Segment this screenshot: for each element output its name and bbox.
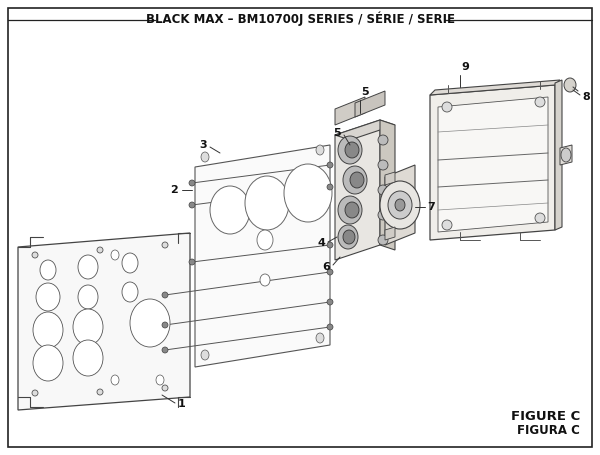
Ellipse shape — [97, 389, 103, 395]
Polygon shape — [8, 8, 592, 447]
Ellipse shape — [338, 196, 362, 224]
Text: 5: 5 — [361, 87, 368, 97]
Polygon shape — [385, 165, 415, 245]
Ellipse shape — [316, 145, 324, 155]
Ellipse shape — [388, 191, 412, 219]
Ellipse shape — [32, 252, 38, 258]
Ellipse shape — [40, 260, 56, 280]
Ellipse shape — [189, 180, 195, 186]
Ellipse shape — [345, 142, 359, 158]
Ellipse shape — [97, 247, 103, 253]
Polygon shape — [18, 233, 190, 410]
Ellipse shape — [162, 292, 168, 298]
Ellipse shape — [327, 162, 333, 168]
Text: BLACK MAX – BM10700J SERIES / SÉRIE / SERIE: BLACK MAX – BM10700J SERIES / SÉRIE / SE… — [146, 12, 455, 26]
Ellipse shape — [442, 220, 452, 230]
Ellipse shape — [111, 250, 119, 260]
Text: 9: 9 — [461, 62, 469, 72]
Ellipse shape — [380, 181, 420, 229]
Ellipse shape — [189, 259, 195, 265]
Polygon shape — [335, 97, 365, 125]
Ellipse shape — [338, 136, 362, 164]
Polygon shape — [555, 80, 562, 230]
Text: 3: 3 — [199, 140, 207, 150]
Polygon shape — [335, 120, 380, 260]
Ellipse shape — [327, 269, 333, 275]
Ellipse shape — [378, 135, 388, 145]
Ellipse shape — [378, 160, 388, 170]
Ellipse shape — [189, 202, 195, 208]
Ellipse shape — [162, 347, 168, 353]
Ellipse shape — [338, 225, 358, 249]
Ellipse shape — [162, 322, 168, 328]
Ellipse shape — [343, 166, 367, 194]
Polygon shape — [385, 172, 395, 185]
Ellipse shape — [378, 235, 388, 245]
Ellipse shape — [162, 385, 168, 391]
Ellipse shape — [130, 299, 170, 347]
Ellipse shape — [201, 350, 209, 360]
Ellipse shape — [36, 283, 60, 311]
Text: FIGURE C: FIGURE C — [511, 410, 580, 424]
Ellipse shape — [378, 210, 388, 220]
Ellipse shape — [122, 253, 138, 273]
Ellipse shape — [535, 213, 545, 223]
Ellipse shape — [343, 230, 355, 244]
Ellipse shape — [156, 375, 164, 385]
Ellipse shape — [327, 324, 333, 330]
Polygon shape — [385, 227, 395, 240]
Ellipse shape — [395, 199, 405, 211]
Ellipse shape — [33, 345, 63, 381]
Ellipse shape — [260, 274, 270, 286]
Text: 6: 6 — [322, 262, 330, 272]
Text: 7: 7 — [427, 202, 435, 212]
Text: 1: 1 — [178, 399, 186, 409]
Ellipse shape — [345, 202, 359, 218]
Polygon shape — [355, 91, 385, 117]
Ellipse shape — [162, 242, 168, 248]
Ellipse shape — [561, 148, 571, 162]
Ellipse shape — [327, 184, 333, 190]
Ellipse shape — [535, 97, 545, 107]
Ellipse shape — [32, 390, 38, 396]
Ellipse shape — [78, 285, 98, 309]
Polygon shape — [438, 97, 548, 232]
Ellipse shape — [284, 164, 332, 222]
Ellipse shape — [73, 309, 103, 345]
Polygon shape — [335, 120, 395, 140]
Ellipse shape — [350, 172, 364, 188]
Ellipse shape — [210, 186, 250, 234]
Ellipse shape — [327, 299, 333, 305]
Polygon shape — [380, 120, 395, 250]
Ellipse shape — [316, 333, 324, 343]
Ellipse shape — [122, 282, 138, 302]
Polygon shape — [195, 145, 330, 367]
Ellipse shape — [564, 78, 576, 92]
Ellipse shape — [245, 176, 289, 230]
Ellipse shape — [33, 312, 63, 348]
Text: 5: 5 — [334, 128, 341, 138]
Ellipse shape — [78, 255, 98, 279]
Ellipse shape — [378, 185, 388, 195]
Text: 2: 2 — [170, 185, 178, 195]
Text: 8: 8 — [582, 92, 590, 102]
Ellipse shape — [73, 340, 103, 376]
Text: 4: 4 — [317, 238, 325, 248]
Ellipse shape — [201, 152, 209, 162]
Ellipse shape — [111, 375, 119, 385]
Text: FIGURA C: FIGURA C — [517, 425, 580, 438]
Ellipse shape — [327, 242, 333, 248]
Ellipse shape — [442, 102, 452, 112]
Ellipse shape — [257, 230, 273, 250]
Polygon shape — [430, 85, 555, 240]
Polygon shape — [430, 80, 560, 95]
Polygon shape — [560, 145, 572, 165]
